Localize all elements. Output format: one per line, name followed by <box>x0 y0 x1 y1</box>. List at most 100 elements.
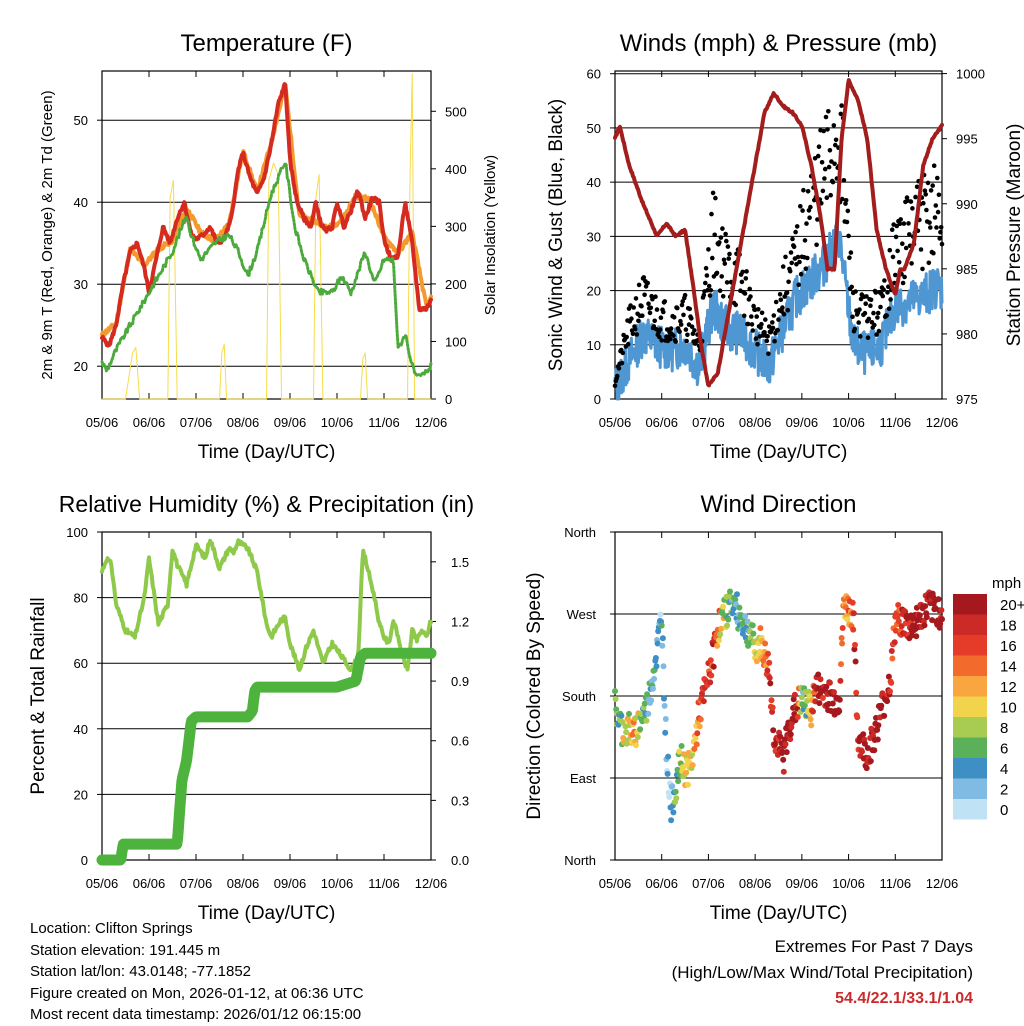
gust-point <box>900 241 905 246</box>
gust-point <box>931 163 937 168</box>
gust-point <box>741 313 747 319</box>
direction-point <box>742 613 749 620</box>
gust-point <box>646 301 651 307</box>
temperature-xtick-label: 06/06 <box>133 415 166 430</box>
gust-point <box>890 254 896 260</box>
gust-point <box>887 247 893 253</box>
gust-point <box>814 242 819 248</box>
gust-point <box>838 111 844 117</box>
direction-point <box>939 616 945 623</box>
gust-point <box>830 179 836 185</box>
direction-point <box>801 702 808 709</box>
gust-point <box>671 315 677 320</box>
direction-point <box>844 616 851 623</box>
direction-point <box>769 704 776 711</box>
gust-point <box>843 198 849 203</box>
winds-title: Winds (mph) & Pressure (mb) <box>620 30 937 57</box>
gust-point <box>689 324 695 330</box>
gust-point <box>657 327 663 332</box>
gust-point <box>759 321 764 327</box>
gust-point <box>821 128 826 134</box>
gust-point <box>745 321 751 327</box>
humidity-xtick-label: 10/06 <box>321 876 354 891</box>
winds-y2tick-label: 1000 <box>956 67 985 82</box>
direction-point <box>780 756 787 763</box>
speed-legend: mph 20+ 18 16 14 12 10 8 6 4 2 0 <box>953 575 1024 820</box>
humidity-xtick-label: 12/06 <box>415 876 448 891</box>
direction-point <box>938 607 945 614</box>
direction-point <box>618 712 625 719</box>
gust-point <box>798 271 804 277</box>
direction-point <box>718 625 725 632</box>
winds-ytick-label: 40 <box>587 175 601 190</box>
gust-point <box>914 184 920 190</box>
gust-point <box>845 208 851 214</box>
gust-point <box>703 280 708 286</box>
gust-point <box>712 232 717 238</box>
gust-point <box>777 292 783 297</box>
gust-point <box>689 316 694 321</box>
gust-point <box>874 332 879 337</box>
direction-point <box>670 809 677 816</box>
gust-point <box>805 255 810 261</box>
direction-point <box>831 689 837 696</box>
gust-point <box>662 299 668 304</box>
direction-point <box>852 641 858 648</box>
gust-point <box>681 312 686 318</box>
direction-point <box>852 658 859 665</box>
gust-point <box>679 302 685 308</box>
direction-point <box>664 770 671 777</box>
gust-point <box>848 250 854 255</box>
gust-point <box>786 279 791 285</box>
direction-point <box>762 640 769 647</box>
speed-legend-swatch <box>953 737 987 758</box>
direction-point <box>694 730 701 737</box>
info-recent: Most recent data timestamp: 2026/01/12 0… <box>30 1006 362 1023</box>
direction-point <box>863 765 870 772</box>
direction-point <box>859 748 865 755</box>
gust-point <box>682 292 688 298</box>
direction-point <box>817 676 824 683</box>
gust-point <box>822 176 827 181</box>
gust-point <box>652 318 657 324</box>
gust-point <box>800 208 805 213</box>
gust-point <box>884 313 889 318</box>
direction-point <box>871 747 878 754</box>
temperature-ytick-label: 30 <box>74 277 88 292</box>
winds-ytick-label: 20 <box>587 284 601 299</box>
humidity-xtick-label: 09/06 <box>274 876 307 891</box>
gust-point <box>724 280 730 285</box>
humidity-y2tick-label: 1.2 <box>451 614 469 629</box>
gust-point <box>630 331 636 337</box>
gust-point <box>612 383 618 389</box>
speed-legend-swatch <box>953 614 987 635</box>
direction-point <box>764 667 771 674</box>
temperature-ytick-label: 20 <box>74 359 88 374</box>
direction-point <box>683 769 690 776</box>
winds-ytick-label: 30 <box>587 229 601 244</box>
direction-point <box>732 596 739 603</box>
direction-point <box>648 697 655 704</box>
direction-point <box>923 614 930 621</box>
direction-point <box>659 635 666 642</box>
temperature-ytick-label: 40 <box>74 195 88 210</box>
gust-point <box>871 310 876 316</box>
winds-xtick-label: 11/06 <box>879 415 911 430</box>
direction-point <box>838 661 844 668</box>
gust-point <box>889 227 895 232</box>
gust-point <box>928 188 934 193</box>
gust-point <box>706 283 712 289</box>
speed-legend-swatch <box>953 676 987 697</box>
gust-point <box>932 215 938 220</box>
gust-point <box>807 215 812 220</box>
gust-point <box>636 282 642 288</box>
direction-point <box>749 622 756 629</box>
gust-point <box>906 221 911 226</box>
gust-point <box>876 328 882 334</box>
winds-ytick-label: 0 <box>594 392 601 407</box>
direction-point <box>885 673 892 680</box>
gust-point <box>709 211 714 217</box>
gust-point <box>857 307 862 312</box>
winds-xtick-label: 10/06 <box>832 415 865 430</box>
wind_direction-xtick-label: 08/06 <box>739 876 772 891</box>
